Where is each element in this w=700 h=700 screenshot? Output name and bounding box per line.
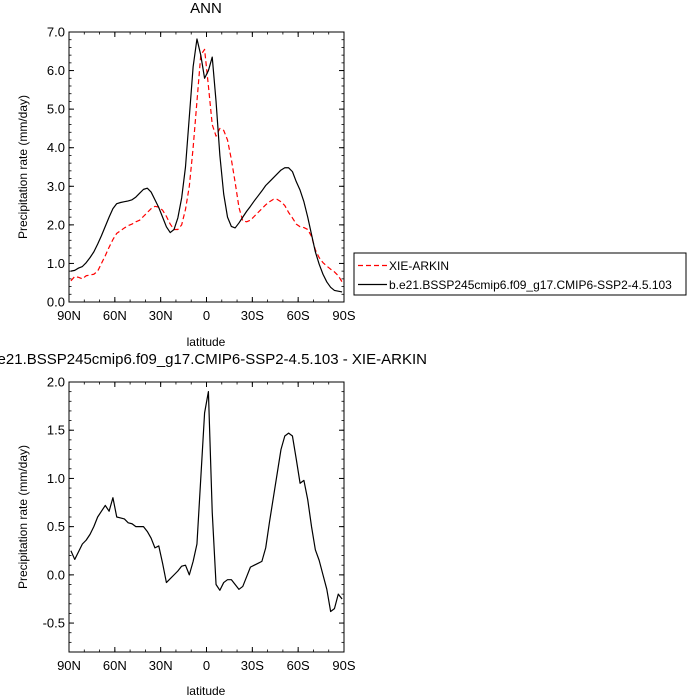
x-tick-label: 90N bbox=[57, 308, 81, 323]
x-tick-label: 0 bbox=[203, 658, 210, 673]
y-tick-label: 0.5 bbox=[47, 519, 65, 534]
bottom-x-ticks: 90N 60N 30N 0 30S 60S 90S bbox=[57, 382, 356, 673]
y-tick-label: 2.0 bbox=[47, 375, 65, 390]
bottom-panel: b.e21.BSSP245cmip6.f09_g17.CMIP6-SSP2-4.… bbox=[0, 351, 427, 698]
series-line-0-1 bbox=[70, 38, 343, 293]
x-tick-label: 0 bbox=[203, 308, 210, 323]
bottom-x-axis-label: latitude bbox=[187, 684, 226, 698]
legend-label-model: b.e21.BSSP245cmip6.f09_g17.CMIP6-SSP2-4.… bbox=[389, 278, 672, 292]
bottom-plot-frame bbox=[68, 381, 345, 653]
y-tick-label: 6.0 bbox=[47, 63, 65, 78]
top-panel: ANN 0.0 1.0 2.0 3.0 4.0 5.0 6.0 7.0 90N 60N 30N 0 3… bbox=[16, 0, 356, 349]
x-tick-label: 30S bbox=[241, 308, 264, 323]
x-tick-label: 90N bbox=[57, 658, 81, 673]
x-tick-label: 60N bbox=[103, 308, 127, 323]
x-tick-label: 30N bbox=[149, 658, 173, 673]
top-y-ticks: 0.0 1.0 2.0 3.0 4.0 5.0 6.0 7.0 bbox=[47, 25, 344, 310]
y-tick-label: 0.0 bbox=[47, 295, 65, 310]
y-tick-label: 2.0 bbox=[47, 217, 65, 232]
x-tick-label: 60S bbox=[287, 308, 310, 323]
legend: XIE-ARKIN b.e21.BSSP245cmip6.f09_g17.CMI… bbox=[353, 252, 687, 296]
top-panel-title: ANN bbox=[190, 0, 222, 17]
y-tick-label: 0.0 bbox=[47, 567, 65, 582]
legend-label-xie-arkin: XIE-ARKIN bbox=[389, 259, 449, 273]
y-tick-label: 1.0 bbox=[47, 256, 65, 271]
y-tick-label: 4.0 bbox=[47, 140, 65, 155]
x-tick-label: 60S bbox=[287, 658, 310, 673]
y-tick-label: 5.0 bbox=[47, 102, 65, 117]
x-tick-label: 60N bbox=[103, 658, 127, 673]
x-tick-label: 30N bbox=[149, 308, 173, 323]
x-tick-label: 90S bbox=[332, 658, 355, 673]
bottom-panel-title: b.e21.BSSP245cmip6.f09_g17.CMIP6-SSP2-4.… bbox=[0, 351, 427, 368]
legend-box bbox=[353, 252, 687, 296]
x-tick-label: 90S bbox=[332, 308, 355, 323]
top-x-ticks: 90N 60N 30N 0 30S 60S 90S bbox=[57, 32, 356, 323]
x-tick-label: 30S bbox=[241, 658, 264, 673]
y-tick-label: 1.0 bbox=[47, 471, 65, 486]
series-line-1-0 bbox=[70, 391, 343, 613]
bottom-y-axis-label: Precipitation rate (mm/day) bbox=[16, 445, 30, 589]
y-tick-label: -0.5 bbox=[43, 616, 65, 631]
series-line-0-0 bbox=[70, 48, 343, 283]
top-y-axis-label: Precipitation rate (mm/day) bbox=[16, 95, 30, 239]
bottom-y-ticks: -0.5 0.0 0.5 1.0 1.5 2.0 bbox=[43, 375, 344, 653]
bottom-series-group bbox=[70, 391, 343, 613]
top-x-axis-label: latitude bbox=[187, 335, 226, 349]
top-series-group bbox=[70, 38, 343, 293]
y-tick-label: 3.0 bbox=[47, 179, 65, 194]
y-tick-label: 1.5 bbox=[47, 423, 65, 438]
y-tick-label: 7.0 bbox=[47, 25, 65, 40]
